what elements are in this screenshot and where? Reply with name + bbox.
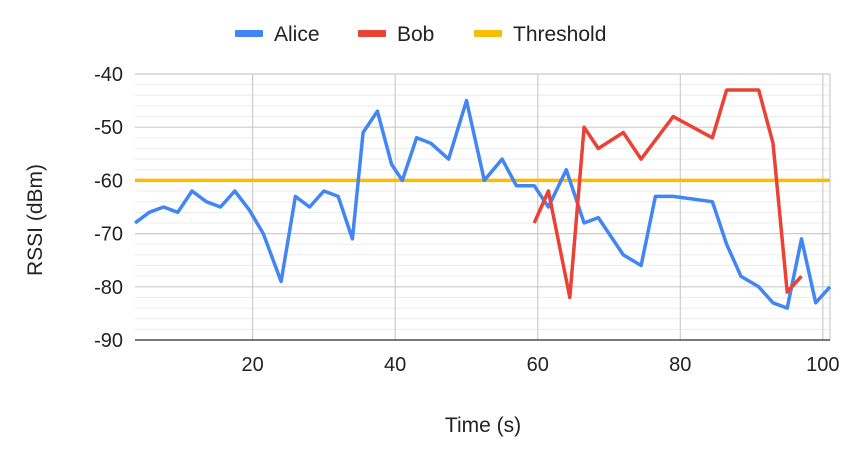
y-tick-label: -70 (94, 224, 123, 246)
legend-item-alice: Alice (235, 23, 320, 46)
y-tick-label: -60 (94, 170, 123, 192)
x-tick-label: 40 (384, 354, 406, 376)
series-line-alice (133, 98, 832, 310)
gridlines (135, 73, 831, 341)
series-line-bob (532, 88, 803, 300)
legend-swatch (235, 30, 263, 37)
legend-swatch (474, 30, 502, 37)
legend: Alice Bob Threshold (235, 23, 606, 46)
x-tick-label: 20 (241, 354, 263, 376)
y-axis-tick-labels: -90 -80 -70 -60 -50 -40 (94, 64, 123, 352)
legend-label: Bob (397, 23, 434, 46)
legend-swatch (358, 30, 386, 37)
legend-label: Alice (274, 23, 320, 46)
legend-label: Threshold (513, 23, 606, 46)
legend-item-bob: Bob (358, 23, 434, 46)
x-tick-label: 60 (527, 354, 549, 376)
y-axis-title: RSSI (dBm) (24, 164, 47, 276)
y-tick-label: -80 (94, 277, 123, 299)
y-tick-label: -40 (94, 64, 123, 86)
x-axis-title: Time (s) (445, 414, 521, 437)
y-tick-label: -50 (94, 117, 123, 139)
y-tick-label: -90 (94, 330, 123, 352)
series-lines (133, 88, 832, 310)
x-axis-tick-labels: 20 40 60 80 100 (241, 354, 839, 376)
x-tick-label: 100 (806, 354, 839, 376)
legend-item-threshold: Threshold (474, 23, 606, 46)
x-tick-label: 80 (669, 354, 691, 376)
